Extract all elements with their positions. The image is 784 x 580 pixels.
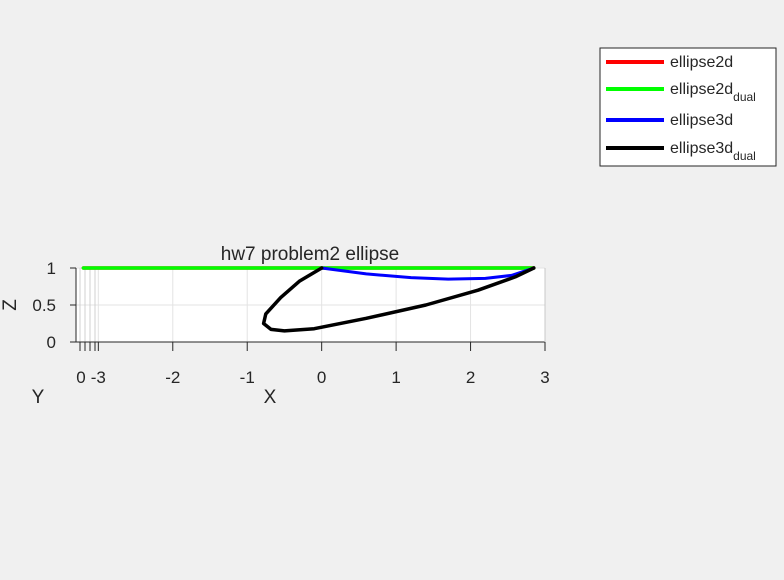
y-axis-ticks: 0: [76, 368, 85, 387]
x-tick-label: 1: [391, 368, 400, 387]
x-tick-label: 0: [317, 368, 326, 387]
x-axis-ticks: -3 -2 -1 0 1 2 3: [91, 342, 550, 387]
legend-label-subscript: dual: [733, 149, 756, 163]
y-tick-label: 0: [76, 368, 85, 387]
series-line-3: [261, 266, 536, 333]
series-line-2: [320, 266, 536, 281]
legend-label-subscript: dual: [733, 90, 756, 104]
series-layer: [81, 266, 536, 333]
z-axis-ticks: 00.51: [32, 259, 76, 352]
y-axis-label: Y: [32, 387, 45, 408]
legend: ellipse2dellipse2ddualellipse3dellipse3d…: [599, 47, 777, 167]
z-tick-label: 0.5: [32, 296, 56, 315]
legend-label-2: ellipse3d: [670, 112, 733, 129]
x-tick-label: -1: [240, 368, 255, 387]
x-tick-label: 3: [540, 368, 549, 387]
y-axis-depth-ticks: [79, 268, 96, 351]
x-tick-label: -2: [165, 368, 180, 387]
z-axis-label: Z: [0, 299, 21, 311]
x-tick-label: 2: [466, 368, 475, 387]
z-tick-label: 1: [47, 259, 56, 278]
axes: -3 -2 -1 0 1 2 3 00.51 0 hw7 problem2 ellipse …: [0, 244, 550, 408]
x-tick-label: -3: [91, 368, 106, 387]
legend-label-0: ellipse2d: [670, 54, 733, 71]
z-tick-label: 0: [47, 333, 56, 352]
chart-title: hw7 problem2 ellipse: [221, 244, 400, 265]
x-axis-label: X: [264, 387, 277, 408]
